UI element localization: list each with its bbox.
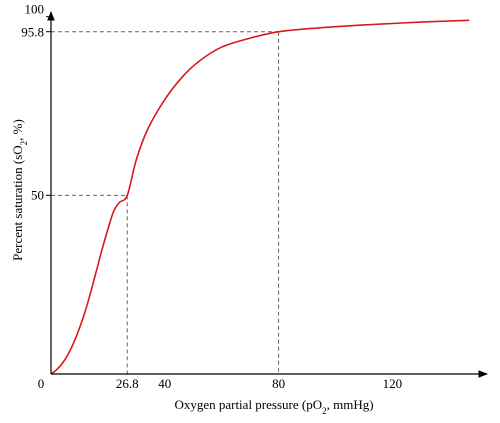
y-tick-label: 100 (25, 2, 45, 17)
x-ticks: 0 26.8 40 80 120 (38, 376, 402, 391)
y-tick-label: 95.8 (21, 25, 44, 40)
x-tick-label: 26.8 (116, 376, 139, 391)
saturation-curve (50, 19, 470, 375)
y-ticks: 50 95.8 100 (21, 2, 51, 202)
x-tick-label: 120 (383, 376, 403, 391)
x-tick-label: 40 (158, 376, 171, 391)
x-tick-label: 0 (38, 376, 45, 391)
series-layer (50, 19, 470, 375)
y-axis-title: Percent saturation (sO2, %) (10, 119, 29, 261)
x-tick-label: 80 (272, 376, 285, 391)
reference-lines (51, 31, 280, 374)
x-axis-title: Oxygen partial pressure (pO2, mmHg) (174, 397, 373, 416)
y-tick-label: 50 (31, 187, 44, 202)
